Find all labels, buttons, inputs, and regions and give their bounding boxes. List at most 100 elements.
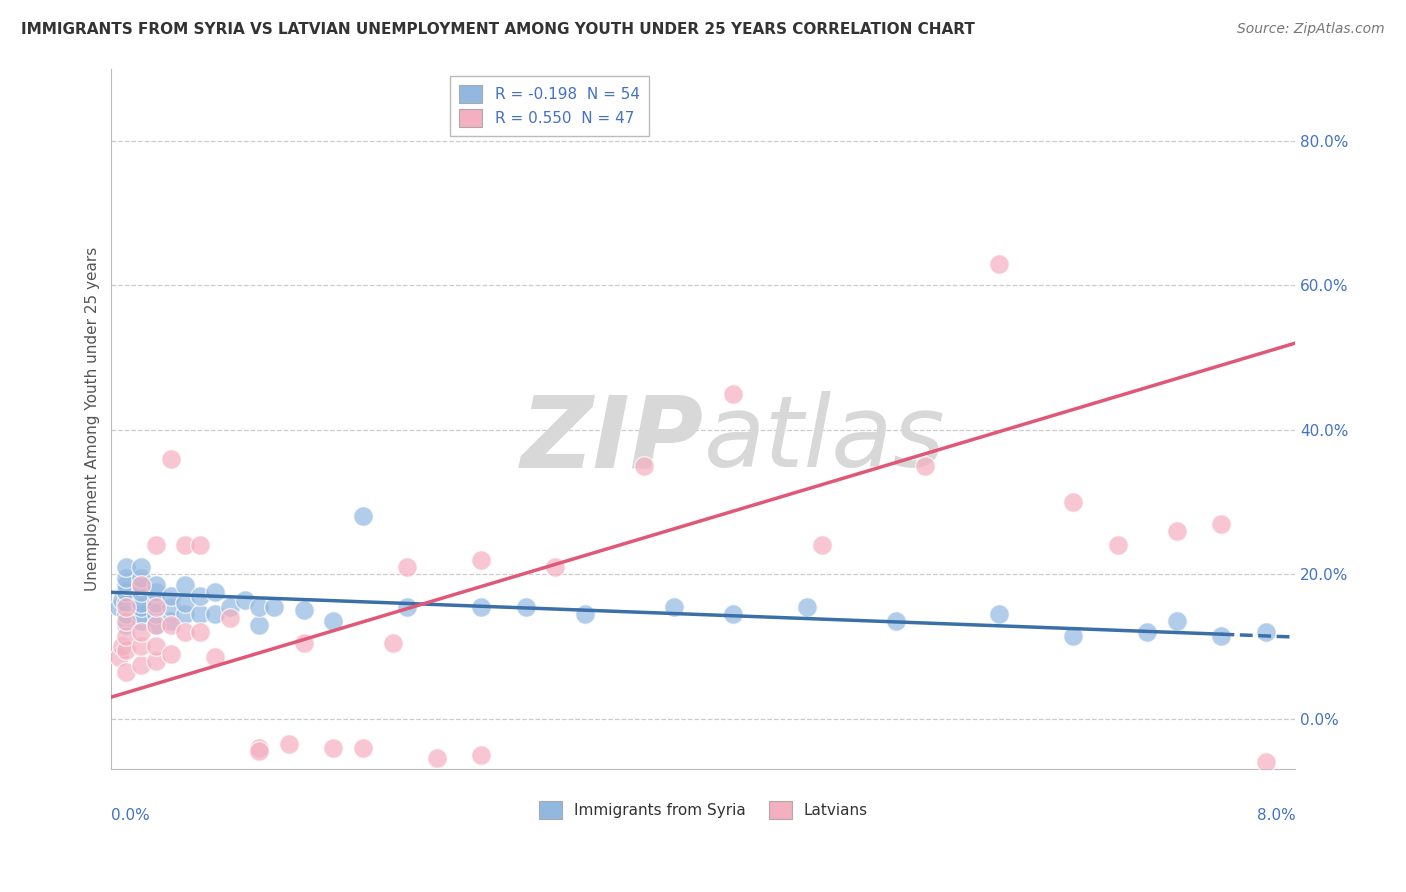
Point [1166,524,1188,538]
Point [115,596,138,610]
Point [129,599,152,614]
Point [159,647,181,661]
Point [174,607,197,621]
Text: Source: ZipAtlas.com: Source: ZipAtlas.com [1237,22,1385,37]
Point [1211,629,1233,643]
Text: 0.0%: 0.0% [111,808,150,822]
Point [1136,625,1159,640]
Point [263,599,285,614]
Point [470,747,492,762]
Point [145,599,167,614]
Point [396,560,419,574]
Point [574,607,596,621]
Point [233,592,256,607]
Point [145,640,167,654]
Point [129,625,152,640]
Point [721,607,744,621]
Point [145,538,167,552]
Point [129,578,152,592]
Point [278,737,301,751]
Point [174,538,197,552]
Point [470,599,492,614]
Point [811,538,834,552]
Point [145,617,167,632]
Point [115,614,138,628]
Point [988,607,1011,621]
Point [515,599,537,614]
Point [204,607,226,621]
Point [174,596,197,610]
Point [159,451,181,466]
Point [249,617,271,632]
Point [159,614,181,628]
Point [188,607,211,621]
Point [352,509,374,524]
Legend: Immigrants from Syria, Latvians: Immigrants from Syria, Latvians [533,795,875,825]
Point [470,553,492,567]
Point [111,640,134,654]
Point [796,599,818,614]
Point [174,578,197,592]
Point [111,592,134,607]
Point [218,599,240,614]
Point [115,665,138,679]
Point [115,617,138,632]
Point [115,629,138,643]
Point [249,744,271,758]
Point [1062,629,1084,643]
Point [544,560,567,574]
Point [381,636,404,650]
Point [129,640,152,654]
Point [204,585,226,599]
Point [1166,614,1188,628]
Point [115,585,138,599]
Point [322,740,344,755]
Point [188,625,211,640]
Point [145,607,167,621]
Point [129,657,152,672]
Point [129,607,152,621]
Point [145,654,167,668]
Point [188,538,211,552]
Point [145,585,167,599]
Point [115,607,138,621]
Point [129,585,152,599]
Point [988,256,1011,270]
Point [108,599,131,614]
Point [1107,538,1129,552]
Text: ZIP: ZIP [520,392,703,489]
Point [145,617,167,632]
Point [292,636,315,650]
Point [129,596,152,610]
Point [145,596,167,610]
Point [662,599,685,614]
Text: IMMIGRANTS FROM SYRIA VS LATVIAN UNEMPLOYMENT AMONG YOUTH UNDER 25 YEARS CORRELA: IMMIGRANTS FROM SYRIA VS LATVIAN UNEMPLO… [21,22,974,37]
Point [322,614,344,628]
Point [884,614,907,628]
Point [292,603,315,617]
Point [396,599,419,614]
Point [129,571,152,585]
Point [159,617,181,632]
Point [1254,625,1277,640]
Point [129,578,152,592]
Point [159,599,181,614]
Point [129,614,152,628]
Text: atlas: atlas [703,392,945,489]
Point [249,740,271,755]
Point [115,599,138,614]
Point [721,386,744,401]
Point [914,458,936,473]
Point [108,650,131,665]
Y-axis label: Unemployment Among Youth under 25 years: Unemployment Among Youth under 25 years [86,247,100,591]
Point [115,560,138,574]
Point [249,599,271,614]
Point [115,571,138,585]
Point [218,610,240,624]
Point [1062,495,1084,509]
Point [1211,516,1233,531]
Point [129,560,152,574]
Point [352,740,374,755]
Point [115,643,138,657]
Point [426,751,449,765]
